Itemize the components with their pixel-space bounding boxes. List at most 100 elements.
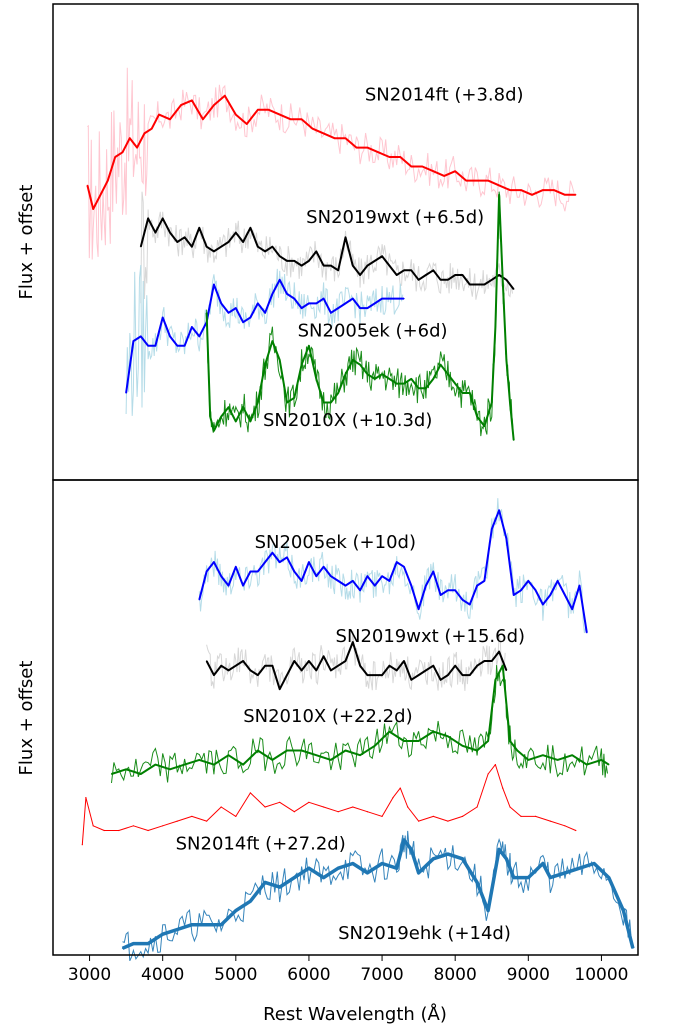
spectrum-point-sn2005ek-10d — [483, 580, 485, 582]
spectrum-point-sn2019wxt-6-5d — [140, 246, 142, 248]
spectrum-point-sn2019wxt-15-6d — [396, 669, 398, 672]
spectrum-point-sn2010x-22-2d — [476, 749, 478, 752]
spectrum-point-sn2005ek-6d — [132, 340, 134, 342]
spectrum-point-sn2019wxt-6-5d — [359, 274, 361, 276]
spectrum-point-sn2014ft-27-2d — [279, 801, 281, 803]
x-tick-label-9000: 9000 — [507, 965, 550, 985]
spectrum-point-sn2014ft-27-2d — [132, 825, 134, 827]
spectrum-point-sn2005ek-6d — [359, 307, 361, 309]
spectrum-point-sn2014ft-27-2d — [366, 811, 368, 813]
spectrum-point-sn2010x-22-2d — [374, 745, 376, 747]
spectrum-point-sn2005ek-10d — [549, 594, 551, 596]
spectrum-point-sn2019wxt-6-5d — [418, 279, 420, 281]
spectrum-point-sn2014ft-3-8d — [268, 109, 270, 111]
spectrum-point-sn2019wxt-6-5d — [447, 279, 449, 281]
spectrum-point-sn2005ek-10d — [323, 566, 325, 568]
spectrum-point-sn2010x-10-3d — [359, 364, 361, 366]
spectrum-point-sn2010x-22-2d — [447, 735, 449, 737]
spectrum-point-sn2019wxt-6-5d — [491, 279, 493, 281]
spectrum-point-sn2010x-22-2d — [557, 759, 559, 761]
spectrum-point-sn2014ft-27-2d — [392, 797, 394, 799]
spectrum-point-sn2010x-22-2d — [600, 759, 603, 761]
spectrum-point-sn2014ft-27-2d — [103, 829, 105, 832]
spectrum-point-sn2019ehk-14d — [622, 910, 625, 912]
spectrum-point-sn2019ehk-14d — [608, 877, 610, 879]
spectrum-point-sn2019wxt-6-5d — [352, 265, 354, 267]
spectrum-point-sn2014ft-27-2d — [92, 825, 94, 827]
spectrum-point-sn2019wxt-15-6d — [227, 669, 230, 672]
spectrum-point-sn2019wxt-15-6d — [447, 674, 449, 676]
spectrum-point-sn2005ek-6d — [352, 298, 354, 300]
spectrum-point-sn2005ek-6d — [293, 298, 295, 300]
spectrum-point-sn2014ft-3-8d — [224, 95, 226, 97]
spectrum-point-sn2019wxt-15-6d — [418, 674, 420, 676]
spectrum-point-sn2005ek-10d — [220, 575, 222, 577]
spectrum-point-sn2005ek-6d — [140, 335, 142, 337]
spectrum-point-sn2019wxt-6-5d — [330, 265, 332, 267]
spectrum-point-sn2019wxt-6-5d — [396, 274, 398, 276]
spectrum-point-sn2019wxt-6-5d — [301, 265, 303, 267]
spectrum-point-sn2019ehk-14d — [527, 877, 529, 879]
spectrum-point-sn2019wxt-6-5d — [242, 241, 244, 243]
spectrum-label-sn2014ft-3-8d: SN2014ft (+3.8d) — [365, 84, 524, 105]
spectrum-label-sn2014ft-27-2d: SN2014ft (+27.2d) — [176, 833, 346, 854]
spectrum-point-sn2010x-10-3d — [461, 392, 464, 394]
spectrum-point-sn2005ek-6d — [184, 345, 186, 347]
spectrum-point-sn2019wxt-6-5d — [440, 279, 442, 281]
spectrum-label-sn2010x-22-2d: SN2010X (+22.2d) — [243, 706, 412, 727]
spectrum-point-sn2005ek-10d — [527, 580, 529, 582]
spectrum-point-sn2019wxt-6-5d — [308, 260, 310, 262]
spectrum-point-sn2005ek-10d — [542, 603, 544, 606]
spectrum-point-sn2005ek-10d — [491, 528, 493, 530]
spectrum-point-sn2019wxt-6-5d — [505, 279, 507, 281]
spectrum-point-sn2019wxt-15-6d — [257, 674, 259, 676]
spectrum-point-sn2019ehk-14d — [542, 862, 544, 865]
spectrum-line-sn2014ft-27-2d — [81, 764, 576, 845]
spectrum-point-sn2005ek-10d — [315, 575, 317, 577]
spectrum-point-sn2014ft-3-8d — [202, 118, 204, 120]
spectrum-point-sn2005ek-10d — [279, 561, 281, 563]
spectrum-point-sn2014ft-27-2d — [206, 820, 208, 822]
spectrum-point-sn2014ft-3-8d — [443, 175, 445, 177]
spectrum-point-sn2010x-22-2d — [286, 749, 288, 752]
spectrum-point-sn2019ehk-14d — [337, 867, 339, 869]
spectrum-point-sn2014ft-27-2d — [337, 811, 339, 813]
spectrum-point-sn2019wxt-15-6d — [432, 665, 434, 667]
spectrum-point-sn2010x-22-2d — [359, 754, 361, 756]
spectrum-point-sn2010x-22-2d — [403, 740, 405, 742]
spectrum-point-sn2019ehk-14d — [593, 862, 595, 865]
spectrum-point-sn2005ek-10d — [454, 589, 456, 591]
spectrum-point-sn2019ehk-14d — [162, 933, 164, 935]
spectrum-point-sn2014ft-3-8d — [92, 208, 94, 210]
spectrum-point-sn2005ek-10d — [286, 556, 288, 559]
spectrum-point-sn2019wxt-15-6d — [410, 679, 412, 681]
spectrum-point-sn2019ehk-14d — [308, 867, 310, 869]
spectrum-point-sn2005ek-6d — [162, 316, 164, 319]
spectrum-point-sn2010x-10-3d — [323, 401, 325, 404]
spectrum-point-sn2005ek-10d — [257, 570, 259, 573]
spectrum-point-sn2019ehk-14d — [147, 943, 149, 945]
spectrum-point-sn2019wxt-15-6d — [206, 660, 208, 662]
spectrum-point-sn2014ft-3-8d — [246, 123, 248, 125]
spectrum-point-sn2014ft-3-8d — [213, 104, 215, 106]
spectrum-point-sn2014ft-27-2d — [564, 825, 566, 827]
spectrum-point-sn2019ehk-14d — [176, 928, 178, 931]
spectrum-point-sn2005ek-10d — [206, 570, 208, 573]
spectrum-point-sn2010x-22-2d — [586, 764, 588, 766]
spectrum-point-sn2005ek-10d — [271, 552, 273, 554]
spectrum-point-sn2019wxt-6-5d — [498, 274, 500, 276]
spectrum-point-sn2019ehk-14d — [498, 848, 500, 851]
spectrum-point-sn2005ek-10d — [520, 589, 522, 591]
x-tick-label-7000: 7000 — [360, 965, 403, 985]
spectrum-point-sn2005ek-6d — [344, 302, 347, 304]
spectrum-point-sn2014ft-3-8d — [143, 132, 145, 134]
spectrum-point-sn2010x-10-3d — [447, 373, 449, 375]
spectrum-point-sn2010x-10-3d — [388, 378, 390, 380]
spectrum-point-sn2019wxt-15-6d — [271, 665, 273, 667]
spectrum-point-sn2019wxt-15-6d — [220, 665, 222, 667]
spectrum-point-sn2014ft-3-8d — [399, 156, 401, 158]
spectrum-point-sn2010x-22-2d — [509, 740, 511, 742]
spectrum-point-sn2005ek-6d — [271, 293, 273, 295]
spectrum-point-sn2014ft-27-2d — [549, 820, 551, 822]
